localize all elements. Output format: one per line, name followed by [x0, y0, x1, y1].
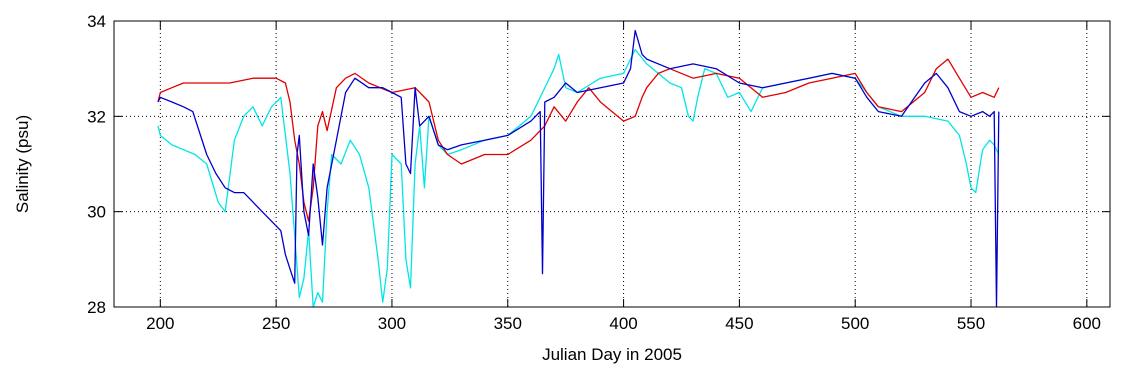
- x-tick-label: 550: [957, 314, 985, 333]
- x-tick-label: 350: [494, 314, 522, 333]
- tick-marks: [114, 20, 1110, 308]
- y-tick-label: 32: [87, 107, 106, 126]
- x-tick-label: 450: [725, 314, 753, 333]
- series-lines: [157, 29, 1000, 307]
- y-tick-label: 30: [87, 203, 106, 222]
- x-tick-labels: 200 250 300 350 400 450 500 550 600: [146, 314, 1101, 333]
- series-line-3: [157, 29, 1000, 307]
- x-tick-label: 600: [1073, 314, 1101, 333]
- x-axis-label: Julian Day in 2005: [542, 345, 682, 364]
- plot-frame: [113, 20, 1111, 308]
- grid-lines: [114, 21, 1110, 307]
- series-line-2: [157, 58, 1000, 222]
- y-tick-label: 28: [87, 298, 106, 317]
- x-tick-label: 250: [262, 314, 290, 333]
- y-tick-label: 34: [87, 12, 106, 31]
- y-tick-labels: 28 30 32 34: [87, 12, 106, 317]
- x-tick-label: 500: [841, 314, 869, 333]
- x-tick-label: 200: [146, 314, 174, 333]
- x-tick-label: 300: [378, 314, 406, 333]
- series-line-1: [157, 48, 1000, 307]
- x-tick-label: 400: [609, 314, 637, 333]
- y-axis-label: Salinity (psu): [13, 115, 32, 213]
